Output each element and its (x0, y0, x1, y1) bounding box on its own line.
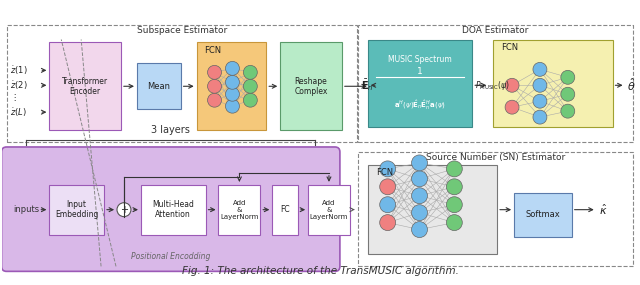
Circle shape (561, 70, 575, 84)
Text: $\dot{z}(L)$: $\dot{z}(L)$ (10, 106, 26, 119)
Circle shape (561, 104, 575, 118)
Text: Fig. 1: The architecture of the TransMUSIC algorithm.: Fig. 1: The architecture of the TransMUS… (182, 266, 458, 276)
Circle shape (533, 110, 547, 124)
Text: $\hat{\theta}$: $\hat{\theta}$ (627, 77, 636, 93)
Circle shape (533, 94, 547, 108)
Circle shape (446, 179, 462, 195)
Circle shape (380, 197, 396, 213)
Text: Subspace Estimator: Subspace Estimator (136, 26, 227, 35)
Circle shape (446, 197, 462, 213)
Circle shape (225, 87, 239, 101)
Text: Mean: Mean (147, 82, 170, 91)
Circle shape (380, 215, 396, 231)
FancyBboxPatch shape (272, 185, 298, 235)
Text: FCN: FCN (376, 168, 393, 177)
Circle shape (412, 155, 428, 171)
Circle shape (412, 222, 428, 237)
Text: Add
&
LayerNorm: Add & LayerNorm (310, 200, 348, 220)
Text: 1: 1 (417, 67, 423, 76)
Text: FCN: FCN (501, 43, 518, 52)
Circle shape (533, 62, 547, 76)
Circle shape (243, 65, 257, 79)
Text: DOA Estimator: DOA Estimator (463, 26, 529, 35)
FancyBboxPatch shape (141, 185, 205, 235)
Text: $\dot{z}(2)$: $\dot{z}(2)$ (10, 79, 27, 92)
Circle shape (207, 79, 221, 93)
Text: inputs: inputs (13, 205, 40, 214)
Circle shape (561, 87, 575, 101)
Circle shape (207, 65, 221, 79)
Circle shape (412, 171, 428, 187)
Text: $\hat{\kappa}$: $\hat{\kappa}$ (598, 202, 607, 217)
FancyBboxPatch shape (196, 42, 266, 130)
Circle shape (225, 61, 239, 75)
FancyBboxPatch shape (493, 40, 612, 127)
Circle shape (207, 93, 221, 107)
Text: FC: FC (280, 205, 290, 214)
Text: Reshape
Complex: Reshape Complex (294, 77, 328, 96)
Text: Positional Encodding: Positional Encodding (131, 252, 211, 261)
Circle shape (380, 161, 396, 177)
Text: Source Number (SN) Estimator: Source Number (SN) Estimator (426, 153, 565, 162)
Text: Softmax: Softmax (525, 210, 560, 219)
FancyBboxPatch shape (308, 185, 350, 235)
Circle shape (380, 179, 396, 195)
Circle shape (117, 203, 131, 217)
Circle shape (505, 100, 519, 114)
Text: Transformer
Encoder: Transformer Encoder (62, 77, 108, 96)
Text: Multi-Head
Attention: Multi-Head Attention (152, 200, 194, 219)
Text: $\dot{z}(1)$: $\dot{z}(1)$ (10, 64, 27, 77)
Text: +: + (120, 205, 128, 215)
Text: MUSIC Spectrum: MUSIC Spectrum (388, 55, 452, 64)
Circle shape (412, 188, 428, 204)
Circle shape (243, 79, 257, 93)
Text: FCN: FCN (205, 46, 221, 55)
Circle shape (446, 161, 462, 177)
FancyBboxPatch shape (218, 185, 260, 235)
FancyBboxPatch shape (280, 42, 342, 130)
Circle shape (533, 78, 547, 92)
FancyBboxPatch shape (137, 63, 180, 109)
FancyBboxPatch shape (49, 185, 104, 235)
Text: $\vdots$: $\vdots$ (10, 92, 16, 103)
Circle shape (505, 78, 519, 92)
FancyBboxPatch shape (49, 42, 121, 130)
Text: Input
Embedding: Input Embedding (55, 200, 99, 219)
Text: $\bar{\mathbf{E}}_n$: $\bar{\mathbf{E}}_n$ (361, 77, 373, 93)
Circle shape (225, 99, 239, 113)
Circle shape (225, 75, 239, 89)
FancyBboxPatch shape (368, 165, 497, 255)
Circle shape (446, 215, 462, 231)
FancyBboxPatch shape (514, 193, 572, 237)
Text: 3 layers: 3 layers (151, 125, 190, 135)
Text: Add
&
LayerNorm: Add & LayerNorm (220, 200, 259, 220)
Circle shape (243, 93, 257, 107)
FancyBboxPatch shape (368, 40, 472, 127)
Circle shape (412, 205, 428, 221)
FancyBboxPatch shape (1, 147, 340, 271)
Text: $P_{\mathrm{MUSIC}}(\psi)$: $P_{\mathrm{MUSIC}}(\psi)$ (476, 79, 509, 92)
Text: $\mathbf{a}^H(\psi)\hat{\mathbf{E}}_n\hat{\mathbf{E}}_n^H\mathbf{a}(\psi)$: $\mathbf{a}^H(\psi)\hat{\mathbf{E}}_n\ha… (394, 99, 446, 112)
